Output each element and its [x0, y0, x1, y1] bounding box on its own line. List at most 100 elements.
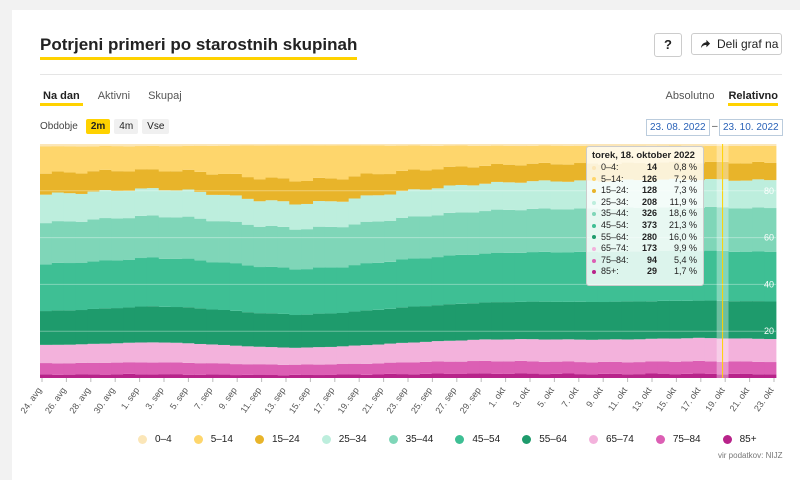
legend-item[interactable]: 35–44 — [388, 434, 433, 445]
bar-segment-15-24 — [170, 171, 183, 191]
tab-aktivni[interactable]: Aktivni — [97, 90, 131, 102]
bar-segment-25-34 — [443, 185, 456, 213]
bar-segment-85+ — [253, 374, 266, 378]
legend-item[interactable]: 15–24 — [254, 434, 300, 445]
bar-segment-35-44 — [99, 218, 112, 261]
legend-label: 15–24 — [271, 434, 300, 445]
bar-segment-85+ — [419, 373, 433, 378]
date-start-input[interactable]: 23. 08. 2022 — [646, 119, 710, 136]
bar-segment-45-54 — [146, 257, 160, 307]
x-tick-label: 21. sep — [360, 385, 385, 415]
bar-segment-0-4 — [87, 144, 100, 147]
legend-swatch — [655, 435, 665, 444]
tooltip-pct: 7,3 % — [673, 185, 697, 196]
bar-segment-25-34 — [218, 194, 231, 222]
bar-segment-45-54 — [419, 258, 433, 307]
view-relativno[interactable]: Relativno — [728, 89, 778, 106]
bar-segment-35-44 — [443, 212, 456, 256]
bar-segment-65-74 — [562, 339, 575, 362]
period-2m-button[interactable]: 2m — [85, 119, 111, 134]
x-tick-label: 23. okt — [752, 385, 776, 413]
x-tick-label: 15. okt — [654, 385, 678, 413]
tooltip-row: 15–24: 128 7,3 % — [592, 185, 698, 197]
period-4m-button[interactable]: 4m — [114, 119, 139, 134]
bar-segment-85+ — [621, 374, 634, 378]
bar-segment-85+ — [562, 373, 575, 378]
bar-segment-0-4 — [134, 144, 148, 147]
tooltip-pct: 21,3 % — [668, 219, 697, 230]
bar-segment-0-4 — [396, 144, 409, 146]
bar-segment-45-54 — [455, 254, 468, 304]
tooltip-row: 55–64: 280 16,0 % — [592, 232, 698, 244]
bar-segment-0-4 — [408, 144, 421, 146]
bar-segment-15-24 — [324, 178, 338, 202]
period-all-button[interactable]: Vse — [142, 119, 170, 134]
bar-segment-65-74 — [336, 346, 350, 365]
legend-item[interactable]: 0–4 — [138, 434, 172, 445]
bar-segment-65-74 — [502, 339, 516, 362]
bar-segment-15-24 — [514, 165, 528, 183]
bar-segment-35-44 — [384, 220, 397, 262]
legend-item[interactable]: 85+ — [722, 434, 757, 445]
bar-segment-25-34 — [384, 194, 397, 221]
bar-segment-0-4 — [194, 144, 207, 146]
x-tick-label: 28. avg — [67, 385, 92, 415]
help-button[interactable]: ? — [654, 33, 682, 57]
bar-segment-35-44 — [170, 217, 183, 259]
bar-segment-5-14 — [752, 145, 765, 162]
bar-segment-85+ — [586, 374, 599, 378]
bar-segment-65-74 — [241, 346, 255, 365]
bar-segment-25-34 — [502, 182, 516, 210]
tooltip-count: 29 — [646, 266, 657, 277]
bar-segment-0-4 — [455, 144, 468, 146]
bar-segment-5-14 — [704, 145, 718, 162]
bar-segment-55-64 — [360, 310, 373, 346]
bar-segment-25-34 — [574, 180, 587, 209]
legend-item[interactable]: 55–64 — [522, 434, 567, 445]
bar-segment-65-74 — [669, 338, 682, 362]
tab-na-dan[interactable]: Na dan — [40, 89, 83, 106]
bar-segment-45-54 — [431, 257, 445, 306]
bar-segment-15-24 — [396, 170, 409, 192]
bar-segment-85+ — [111, 374, 124, 378]
bar-segment-5-14 — [206, 145, 219, 175]
legend-item[interactable]: 5–14 — [193, 434, 233, 445]
bar-segment-55-64 — [752, 301, 765, 339]
bar-segment-15-24 — [146, 169, 160, 189]
bar-segment-35-44 — [467, 212, 480, 255]
bar-segment-15-24 — [372, 174, 385, 196]
bar-segment-85+ — [277, 375, 290, 378]
tab-skupaj[interactable]: Skupaj — [148, 90, 182, 102]
bar-segment-75-84 — [692, 360, 706, 374]
share-button[interactable]: Deli graf na — [691, 33, 782, 55]
bar-segment-0-4 — [443, 144, 456, 146]
bar-segment-35-44 — [134, 215, 148, 259]
bar-segment-75-84 — [538, 361, 551, 375]
bar-segment-35-44 — [158, 217, 171, 259]
legend-item[interactable]: 75–84 — [655, 434, 701, 445]
bar-segment-25-34 — [455, 184, 468, 213]
bar-segment-55-64 — [491, 302, 504, 340]
tooltip-count: 208 — [641, 196, 657, 207]
date-end-input[interactable]: 23. 10. 2022 — [719, 119, 783, 136]
legend-item[interactable]: 45–54 — [455, 434, 500, 445]
bar-segment-45-54 — [502, 252, 516, 303]
legend-item[interactable]: 25–34 — [321, 434, 367, 445]
bar-segment-55-64 — [111, 308, 124, 344]
bar-segment-85+ — [313, 375, 326, 378]
bar-segment-65-74 — [752, 338, 765, 362]
bar-segment-75-84 — [324, 364, 338, 375]
bar-segment-15-24 — [253, 179, 266, 202]
view-absolutno[interactable]: Absolutno — [665, 90, 715, 102]
bar-segment-0-4 — [206, 144, 219, 146]
bar-segment-45-54 — [158, 258, 171, 307]
bar-segment-25-34 — [550, 181, 563, 210]
bar-segment-85+ — [384, 373, 397, 378]
bar-segment-85+ — [728, 373, 741, 378]
bar-segment-65-74 — [146, 342, 160, 363]
bar-segment-55-64 — [681, 300, 694, 339]
bar-segment-85+ — [336, 374, 350, 378]
bar-segment-0-4 — [301, 144, 314, 146]
legend-item[interactable]: 65–74 — [589, 434, 634, 445]
bar-segment-0-4 — [633, 144, 646, 146]
